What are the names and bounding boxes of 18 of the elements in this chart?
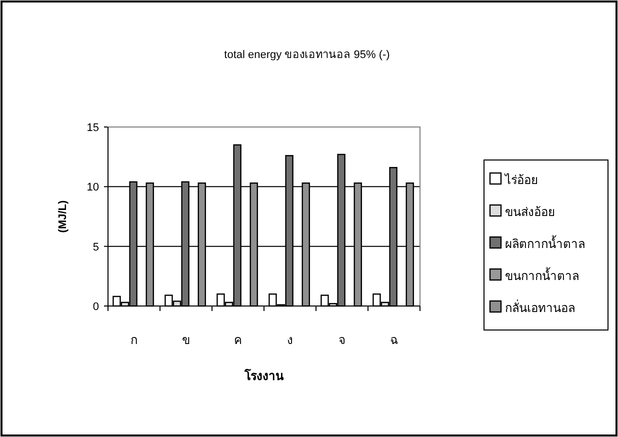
y-tick-label: 10: [86, 182, 99, 194]
legend-label: ผลิตกากน้ำตาล: [505, 235, 585, 251]
x-tick-label: ฉ: [390, 333, 398, 347]
x-tick-label: ง: [287, 333, 293, 347]
y-tick-label: 0: [92, 301, 99, 313]
x-tick-label: ค: [234, 333, 242, 347]
legend-label: ไร่อ้อย: [504, 173, 538, 187]
legend-label: ขนกากน้ำตาล: [505, 267, 579, 283]
y-axis-title: (MJ/L): [57, 200, 69, 233]
legend-label: กลั่นเอทานอล: [505, 299, 575, 315]
x-tick-label: จ: [338, 333, 346, 347]
x-tick-label: ก: [130, 333, 138, 347]
x-tick-label: ข: [182, 333, 190, 347]
y-tick-label: 5: [92, 241, 99, 254]
legend-label: ขนส่งอ้อย: [505, 205, 555, 219]
y-tick-label: 15: [86, 122, 99, 134]
chart-title: total energy ของเอทานอล 95% (-): [224, 49, 390, 61]
x-axis-title: โรงงาน: [244, 368, 284, 383]
